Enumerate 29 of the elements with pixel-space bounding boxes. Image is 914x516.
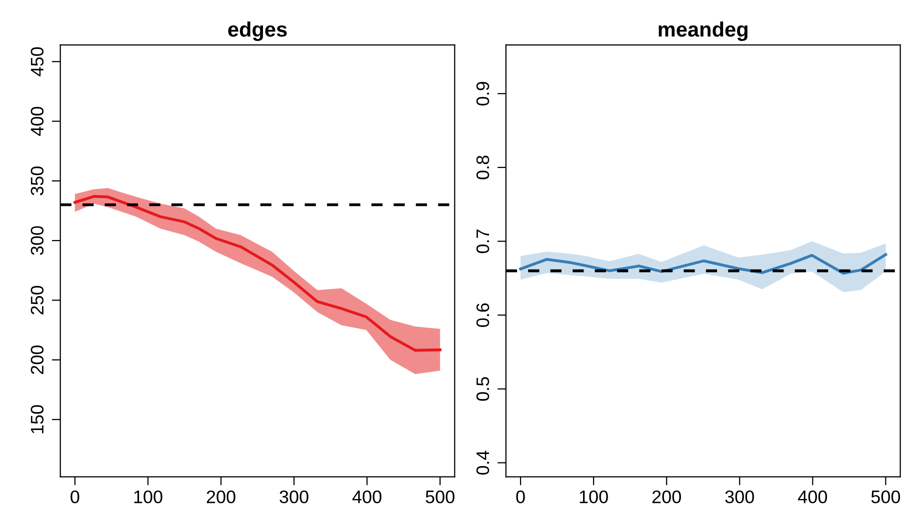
x-tick-label: 300 (725, 490, 754, 504)
y-tick-label: 450 (30, 47, 44, 76)
y-tick-label: 0.6 (476, 303, 490, 327)
y-tick-label: 0.5 (476, 377, 490, 401)
x-tick-label: 100 (580, 490, 608, 504)
y-tick-label: 350 (30, 166, 44, 196)
y-tick-label: 250 (30, 286, 44, 314)
x-tick-label: 500 (426, 490, 454, 504)
y-tick-label: 0.4 (476, 450, 490, 475)
x-tick-label: 100 (134, 490, 162, 504)
line-series (519, 253, 888, 275)
chart-title: edges (228, 21, 287, 41)
x-tick-label: 200 (652, 490, 681, 504)
y-tick-label: 0.8 (476, 156, 490, 180)
y-tick-label: 400 (30, 106, 44, 136)
y-tick-label: 0.9 (476, 82, 490, 106)
x-tick-label: 0 (516, 490, 525, 504)
y-tick-label: 200 (30, 346, 44, 374)
x-tick-label: 400 (352, 490, 382, 504)
y-tick-label: 300 (30, 226, 44, 255)
x-tick-label: 300 (280, 490, 308, 504)
x-tick-label: 0 (70, 490, 80, 504)
x-tick-label: 500 (871, 490, 900, 504)
y-tick-label: 150 (30, 405, 44, 434)
line-series (74, 195, 442, 352)
chart-title: meandeg (658, 21, 748, 41)
y-tick-label: 0.7 (476, 230, 490, 254)
x-tick-label: 400 (798, 490, 828, 504)
x-tick-label: 200 (206, 490, 236, 504)
